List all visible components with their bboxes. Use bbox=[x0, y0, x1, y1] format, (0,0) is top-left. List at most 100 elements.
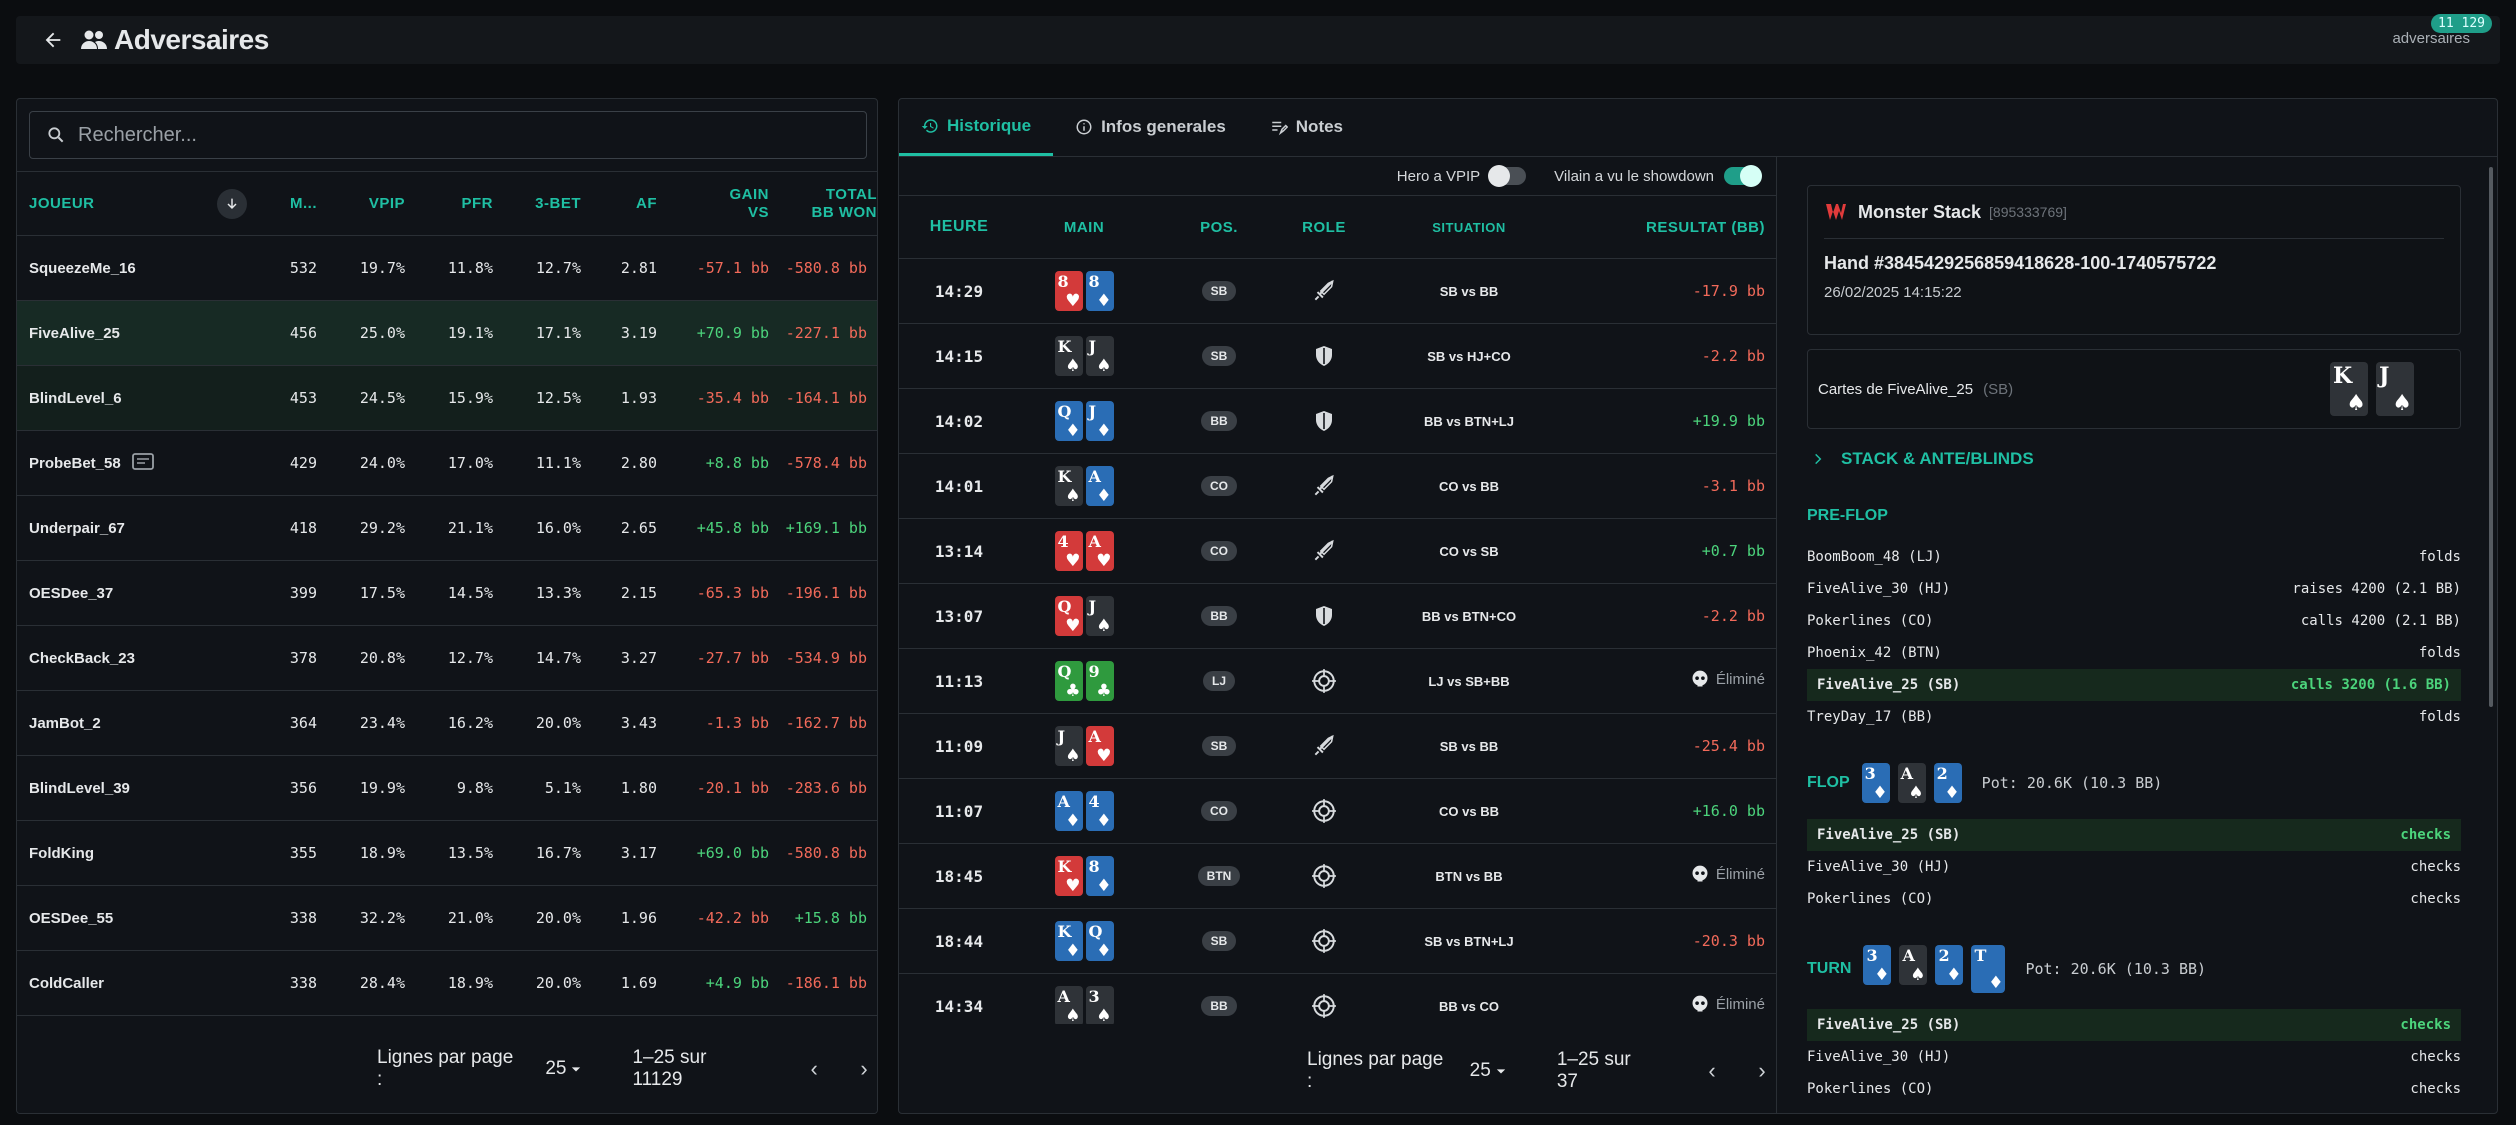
player-row[interactable]: OESDee_37 399 17.5% 14.5% 13.3% 2.15 -65.3 bb -… bbox=[17, 561, 877, 626]
col-main[interactable]: MAIN bbox=[1063, 218, 1105, 236]
hero-cards-pos: (SB) bbox=[1983, 380, 2014, 398]
target-icon bbox=[1312, 864, 1336, 888]
sort-desc-icon[interactable] bbox=[217, 188, 247, 219]
search-input[interactable] bbox=[78, 123, 858, 147]
hand-row[interactable]: 11:13 Q ♣ 9 ♣ LJ LJ vs SB+BB Éliminé bbox=[899, 649, 1776, 714]
room-row: Monster Stack [895333769] bbox=[1824, 200, 2444, 224]
hand-row[interactable]: 11:09 J ♠ A ♥ SB SB vs BB -25.4 bb bbox=[899, 714, 1776, 779]
action-player: FiveAlive_30 (HJ) bbox=[1807, 859, 1951, 875]
hand-pos: BB bbox=[1149, 606, 1289, 626]
hand-situation: CO vs BB bbox=[1439, 803, 1499, 819]
hand-row[interactable]: 18:44 K ♦ Q ♦ SB SB vs BTN+LJ -20.3 bb bbox=[899, 909, 1776, 974]
eliminated-label: Éliminé bbox=[1715, 995, 1765, 1013]
hand-row[interactable]: 14:29 8 ♥ 8 ♦ SB SB vs BB -17.9 bb bbox=[899, 259, 1776, 324]
hand-situation: LJ vs SB+BB bbox=[1428, 673, 1510, 689]
player-row[interactable]: ColdCaller 338 28.4% 18.9% 20.0% 1.69 +4.9 bb -… bbox=[17, 951, 877, 1016]
col-role[interactable]: ROLE bbox=[1302, 218, 1346, 236]
cell-3bet: 5.1% bbox=[544, 779, 581, 797]
cell-vpip: 18.9% bbox=[359, 844, 405, 862]
hand-result: Éliminé bbox=[1579, 994, 1775, 1018]
card-suit: ♠ bbox=[1065, 1006, 1081, 1024]
tab-infos-generales[interactable]: Infos generales bbox=[1053, 99, 1248, 156]
col-total-bb-won[interactable]: TOTAL BB WON bbox=[769, 186, 877, 222]
target-icon bbox=[1312, 994, 1336, 1018]
hands-table-header: HEURE MAIN POS. ROLE SITUATION RESULTAT … bbox=[899, 195, 1776, 259]
hand-row[interactable]: 18:45 K ♥ 8 ♦ BTN BTN vs BB Éliminé bbox=[899, 844, 1776, 909]
card-rank: Q bbox=[1057, 402, 1072, 421]
player-name: CheckBack_23 bbox=[29, 649, 135, 667]
card-rank: 9 bbox=[1088, 662, 1100, 681]
card: A ♦ bbox=[1085, 466, 1114, 506]
hand-cards: K ♦ Q ♦ bbox=[1019, 921, 1149, 961]
stack-section-toggle[interactable]: STACK & ANTE/BLINDS bbox=[1807, 449, 2497, 469]
tab-infos-label: Infos generales bbox=[1101, 117, 1226, 136]
detail-scrollbar[interactable] bbox=[2489, 167, 2493, 707]
position-badge: BB bbox=[1201, 411, 1237, 431]
col-vpip[interactable]: VPIP bbox=[368, 195, 405, 212]
hands-table-body: 14:29 8 ♥ 8 ♦ SB SB vs BB -17.9 bb 14:15 K ♠ J ♠ SB SB… bbox=[899, 259, 1776, 1024]
col-player[interactable]: JOUEUR bbox=[29, 195, 95, 212]
col-heure[interactable]: HEURE bbox=[929, 218, 989, 235]
hand-row[interactable]: 14:01 K ♠ A ♦ CO CO vs BB -3.1 bb bbox=[899, 454, 1776, 519]
hand-row[interactable]: 14:34 A ♠ 3 ♠ BB BB vs CO Éliminé bbox=[899, 974, 1776, 1024]
player-row[interactable]: FiveAlive_25 456 25.0% 19.1% 17.1% 3.19 +70.9 … bbox=[17, 301, 877, 366]
col-resultat[interactable]: RESULTAT (BB) bbox=[1646, 218, 1765, 236]
hand-row[interactable]: 13:07 Q ♥ J ♠ BB BB vs BTN+CO -2.2 bb bbox=[899, 584, 1776, 649]
hand-detail: Monster Stack [895333769] Hand #38454292… bbox=[1777, 157, 2497, 1113]
turn-label: TURN bbox=[1807, 960, 1852, 977]
position-badge: CO bbox=[1201, 801, 1237, 821]
player-row[interactable]: BlindLevel_6 453 24.5% 15.9% 12.5% 1.93 -35.4 … bbox=[17, 366, 877, 431]
col-pfr[interactable]: PFR bbox=[461, 195, 493, 212]
card-rank: J bbox=[1088, 337, 1097, 356]
hand-row[interactable]: 11:07 A ♦ 4 ♦ CO CO vs BB +16.0 bb bbox=[899, 779, 1776, 844]
next-page-icon[interactable]: › bbox=[1758, 1058, 1766, 1083]
hand-cards: 4 ♥ A ♥ bbox=[1019, 531, 1149, 571]
card: 8 ♦ bbox=[1085, 856, 1114, 896]
prev-page-icon[interactable]: ‹ bbox=[810, 1056, 818, 1081]
cell-total-bb-won: -580.8 bb bbox=[785, 844, 867, 862]
player-row[interactable]: BlindLevel_39 356 19.9% 9.8% 5.1% 1.80 -20.1 b… bbox=[17, 756, 877, 821]
note-icon[interactable] bbox=[131, 453, 155, 473]
hand-row[interactable]: 13:14 4 ♥ A ♥ CO CO vs SB +0.7 bb bbox=[899, 519, 1776, 584]
card-suit: ♥ bbox=[1065, 291, 1081, 311]
player-row[interactable]: FoldKing 355 18.9% 13.5% 16.7% 3.17 +69.0 bb -5… bbox=[17, 821, 877, 886]
card: 3 ♠ bbox=[1085, 986, 1114, 1024]
col-3bet[interactable]: 3-BET bbox=[535, 195, 581, 212]
cell-m: 453 bbox=[289, 389, 317, 407]
player-row[interactable]: OESDee_55 338 32.2% 21.0% 20.0% 1.96 -42.2 bb +… bbox=[17, 886, 877, 951]
card: A ♥ bbox=[1085, 726, 1114, 766]
player-row[interactable]: ProbeBet_58 429 24.0% 17.0% 11.1% 2.80 +8.8 bb… bbox=[17, 431, 877, 496]
vilain-showdown-toggle[interactable] bbox=[1724, 165, 1762, 187]
tab-historique[interactable]: Historique bbox=[899, 99, 1054, 156]
action-row: FiveAlive_30 (HJ) raises 4200 (2.1 BB) bbox=[1807, 573, 2461, 605]
col-af[interactable]: AF bbox=[636, 195, 657, 212]
player-row[interactable]: JamBot_2 364 23.4% 16.2% 20.0% 3.43 -1.3 bb -16… bbox=[17, 691, 877, 756]
cell-gain-vs: -35.4 bb bbox=[696, 389, 769, 407]
rows-per-page-value: 25 bbox=[545, 1058, 567, 1079]
cell-af: 1.96 bbox=[620, 909, 657, 927]
card-suit: ♠ bbox=[1065, 746, 1081, 766]
col-m[interactable]: M... bbox=[290, 195, 317, 212]
player-row[interactable]: Underpair_67 418 29.2% 21.1% 16.0% 2.65 +45.8 … bbox=[17, 496, 877, 561]
back-arrow-icon[interactable] bbox=[36, 23, 70, 57]
next-page-icon[interactable]: › bbox=[860, 1056, 868, 1081]
rows-per-page-select[interactable]: 25 bbox=[1470, 1060, 1511, 1082]
hand-situation: BTN vs BB bbox=[1435, 868, 1503, 884]
cell-total-bb-won: +15.8 bb bbox=[794, 909, 867, 927]
hand-pos: SB bbox=[1149, 736, 1289, 756]
hand-row[interactable]: 14:02 Q ♦ J ♦ BB BB vs BTN+LJ +19.9 bb bbox=[899, 389, 1776, 454]
col-situation[interactable]: SITUATION bbox=[1432, 219, 1506, 235]
hand-pos: BB bbox=[1149, 996, 1289, 1016]
hand-pos: SB bbox=[1149, 346, 1289, 366]
player-row[interactable]: SqueezeMe_16 532 19.7% 11.8% 12.7% 2.81 -57.1 … bbox=[17, 236, 877, 301]
prev-page-icon[interactable]: ‹ bbox=[1708, 1058, 1716, 1083]
hand-cards: K ♠ J ♠ bbox=[1019, 336, 1149, 376]
player-row[interactable]: CheckBack_23 378 20.8% 12.7% 14.7% 3.27 -27.7 … bbox=[17, 626, 877, 691]
tab-notes[interactable]: Notes bbox=[1248, 99, 1365, 156]
rows-per-page-select[interactable]: 25 bbox=[545, 1058, 586, 1080]
room-id: [895333769] bbox=[1989, 204, 2067, 220]
col-gain-vs[interactable]: GAIN VS bbox=[657, 186, 769, 222]
col-pos[interactable]: POS. bbox=[1200, 218, 1238, 236]
hero-vpip-toggle[interactable] bbox=[1488, 165, 1527, 187]
hand-row[interactable]: 14:15 K ♠ J ♠ SB SB vs HJ+CO -2.2 bb bbox=[899, 324, 1776, 389]
